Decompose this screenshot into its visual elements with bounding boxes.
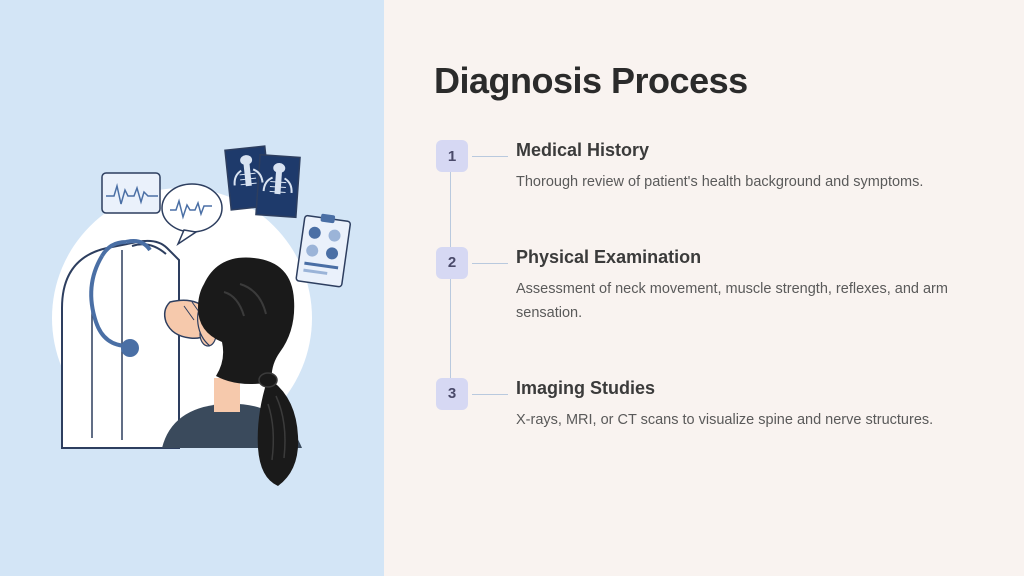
page-title: Diagnosis Process xyxy=(434,60,974,102)
page: Diagnosis Process 1 Medical History Thorou… xyxy=(0,0,1024,576)
steps-timeline: 1 Medical History Thorough review of patie… xyxy=(434,140,974,433)
step-content: Medical History Thorough review of patien… xyxy=(508,140,923,195)
step-title: Imaging Studies xyxy=(516,378,933,399)
exam-illustration-svg xyxy=(32,78,352,498)
step-number-badge: 3 xyxy=(436,378,468,410)
step-connector-line xyxy=(472,156,508,157)
step-item: 1 Medical History Thorough review of patie… xyxy=(436,140,974,195)
step-title: Medical History xyxy=(516,140,923,161)
step-description: Thorough review of patient's health back… xyxy=(516,171,923,195)
step-connector-line xyxy=(472,394,508,395)
step-connector-line xyxy=(472,263,508,264)
step-item: 3 Imaging Studies X-rays, MRI, or CT scans… xyxy=(436,378,974,433)
step-content: Physical Examination Assessment of neck m… xyxy=(508,247,956,326)
content-panel: Diagnosis Process 1 Medical History Thorou… xyxy=(384,0,1024,576)
illustration-panel xyxy=(0,0,384,576)
step-content: Imaging Studies X-rays, MRI, or CT scans … xyxy=(508,378,933,433)
step-title: Physical Examination xyxy=(516,247,956,268)
step-item: 2 Physical Examination Assessment of neck … xyxy=(436,247,974,326)
step-number-badge: 2 xyxy=(436,247,468,279)
step-description: X-rays, MRI, or CT scans to visualize sp… xyxy=(516,409,933,433)
step-description: Assessment of neck movement, muscle stre… xyxy=(516,278,956,326)
step-number-badge: 1 xyxy=(436,140,468,172)
medical-illustration xyxy=(32,78,352,498)
